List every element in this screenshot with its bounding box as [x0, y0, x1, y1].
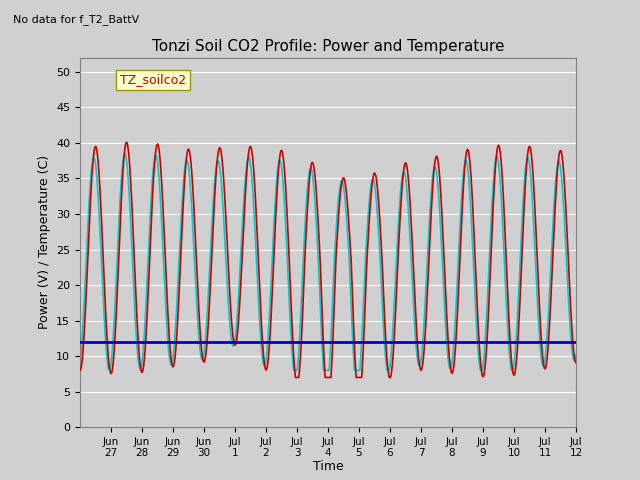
Text: TZ_soilco2: TZ_soilco2: [120, 73, 186, 86]
Y-axis label: Power (V) / Temperature (C): Power (V) / Temperature (C): [38, 156, 51, 329]
X-axis label: Time: Time: [312, 460, 344, 473]
Text: No data for f_T2_BattV: No data for f_T2_BattV: [13, 14, 139, 25]
Title: Tonzi Soil CO2 Profile: Power and Temperature: Tonzi Soil CO2 Profile: Power and Temper…: [152, 39, 504, 54]
